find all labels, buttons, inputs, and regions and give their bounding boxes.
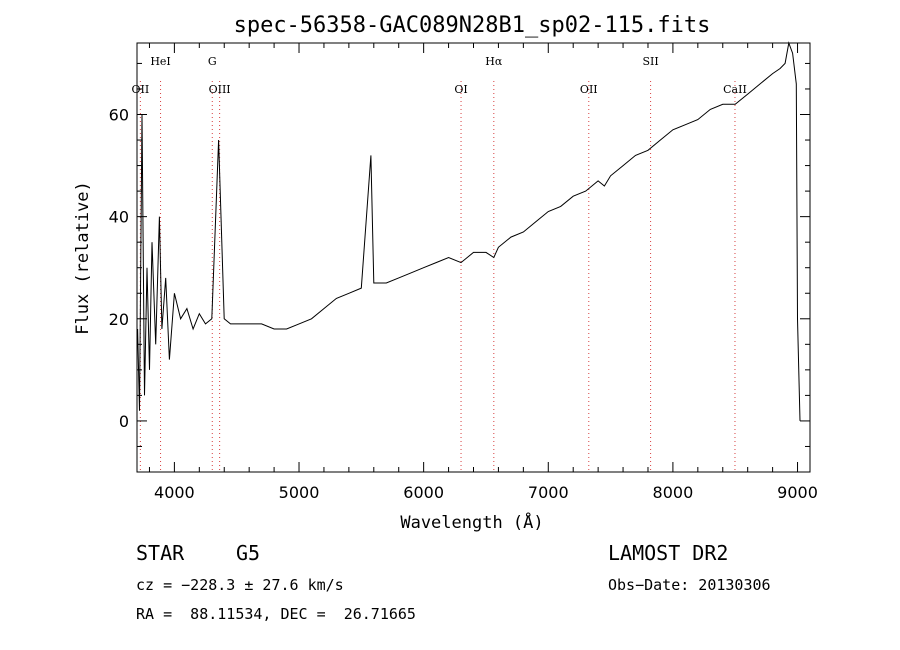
x-tick-label: 8000	[653, 483, 694, 502]
spectral-line-labels: OII HeI OIII G OI Hα OII SII CaII	[132, 55, 747, 96]
line-label-6: OII	[580, 83, 598, 96]
axis-ticks	[137, 43, 810, 473]
x-tick-label: 4000	[154, 483, 195, 502]
x-tick-label: 7000	[528, 483, 569, 502]
line-label-8: CaII	[723, 83, 747, 96]
line-label-5: Hα	[485, 55, 503, 68]
object-subclass: G5	[236, 541, 261, 565]
x-tick-labels: 4000 5000 6000 7000 8000 9000	[154, 483, 818, 502]
chart-title: spec-56358-GAC089N28B1_sp02-115.fits	[234, 13, 711, 38]
line-label-1: HeI	[150, 55, 170, 68]
survey-name: LAMOST DR2	[608, 541, 729, 565]
plot-frame	[136, 42, 811, 473]
x-axis-label: Wavelength (Å)	[400, 511, 543, 533]
line-label-2: OIII	[209, 83, 231, 96]
x-tick-label: 9000	[777, 483, 818, 502]
line-label-3: G	[208, 55, 217, 68]
observation-date: Obs−Date: 20130306	[608, 576, 771, 594]
object-class: STAR	[136, 541, 185, 565]
redshift-cz: cz = −228.3 ± 27.6 km/s	[136, 576, 344, 594]
line-label-7: SII	[642, 55, 658, 68]
x-tick-label: 5000	[279, 483, 320, 502]
y-tick-label: 40	[109, 208, 129, 227]
coordinates: RA = 88.11534, DEC = 26.71665	[136, 605, 416, 623]
spectral-line-markers	[139, 81, 736, 472]
line-label-4: OI	[454, 83, 467, 96]
y-axis-label: Flux (relative)	[73, 181, 93, 335]
y-tick-label: 0	[119, 412, 129, 431]
y-tick-label: 20	[109, 310, 129, 329]
y-tick-labels: 0 20 40 60	[109, 106, 129, 431]
y-tick-label: 60	[109, 106, 129, 125]
line-label-0: OII	[132, 83, 150, 96]
x-tick-label: 6000	[403, 483, 444, 502]
spectrum-line	[137, 41, 801, 421]
